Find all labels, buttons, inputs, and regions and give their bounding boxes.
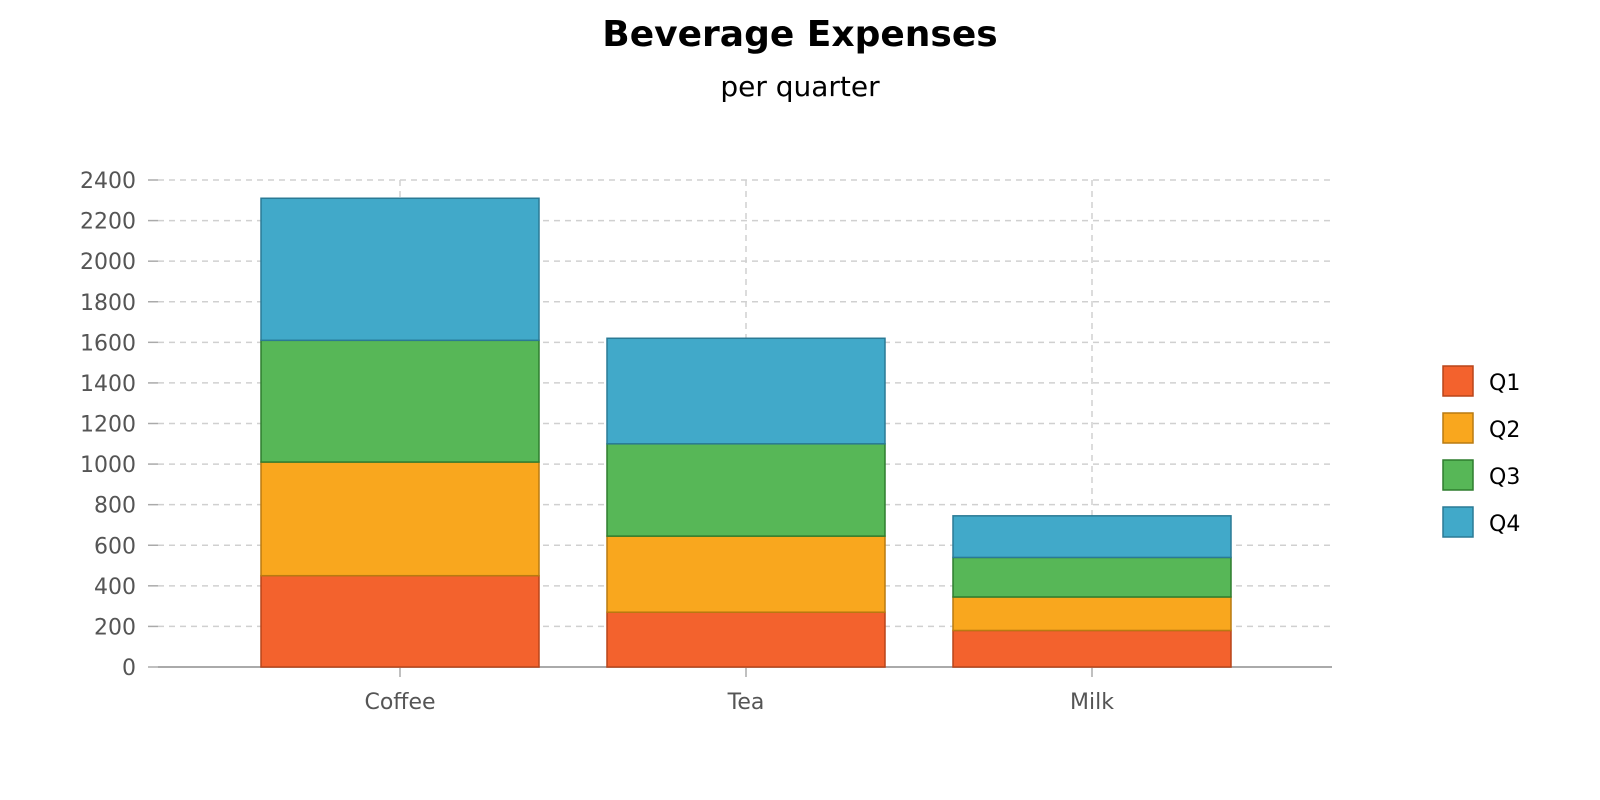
bar-coffee-q3 — [260, 339, 540, 463]
bar-tea-q4 — [606, 337, 886, 445]
y-tick-label: 1400 — [80, 372, 136, 397]
y-tick-label: 2000 — [80, 250, 136, 275]
bar-coffee-q1 — [260, 574, 540, 668]
bar-milk-q1 — [952, 629, 1232, 668]
chart-title: Beverage Expenses — [602, 14, 998, 55]
chart-subtitle: per quarter — [720, 70, 880, 103]
y-tick-label: 400 — [94, 575, 136, 600]
bar-tea-q2 — [606, 535, 886, 613]
bar-milk-q3 — [952, 556, 1232, 598]
bar-coffee-q4 — [260, 197, 540, 342]
legend-swatch-q2 — [1442, 412, 1474, 444]
y-tick-label: 0 — [122, 656, 136, 681]
bar-milk-q2 — [952, 596, 1232, 632]
x-tick-label: Coffee — [364, 690, 435, 715]
legend: Q1 Q2 Q3 Q4 — [1442, 365, 1520, 538]
y-tick-label: 600 — [94, 534, 136, 559]
bar-milk-q4 — [952, 515, 1232, 559]
bar-tea-q3 — [606, 443, 886, 537]
legend-label-q4: Q4 — [1489, 512, 1520, 537]
bar-tea-q1 — [606, 611, 886, 668]
legend-label-q1: Q1 — [1489, 371, 1520, 396]
legend-swatch-q1 — [1442, 365, 1474, 397]
y-tick-label: 1600 — [80, 331, 136, 356]
legend-label-q2: Q2 — [1489, 418, 1520, 443]
y-tick-label: 1000 — [80, 453, 136, 478]
x-tick-label: Milk — [1070, 690, 1114, 715]
y-tick-label: 1800 — [80, 291, 136, 316]
y-tick-label: 2400 — [80, 169, 136, 194]
legend-swatch-q4 — [1442, 506, 1474, 538]
y-tick-label: 2200 — [80, 210, 136, 235]
legend-swatch-q3 — [1442, 459, 1474, 491]
y-tick-label: 800 — [94, 494, 136, 519]
y-tick-label: 200 — [94, 615, 136, 640]
y-tick-label: 1200 — [80, 413, 136, 438]
bar-coffee-q2 — [260, 461, 540, 577]
legend-label-q3: Q3 — [1489, 465, 1520, 490]
bars — [260, 197, 1232, 668]
x-tick-label: Tea — [727, 690, 765, 715]
